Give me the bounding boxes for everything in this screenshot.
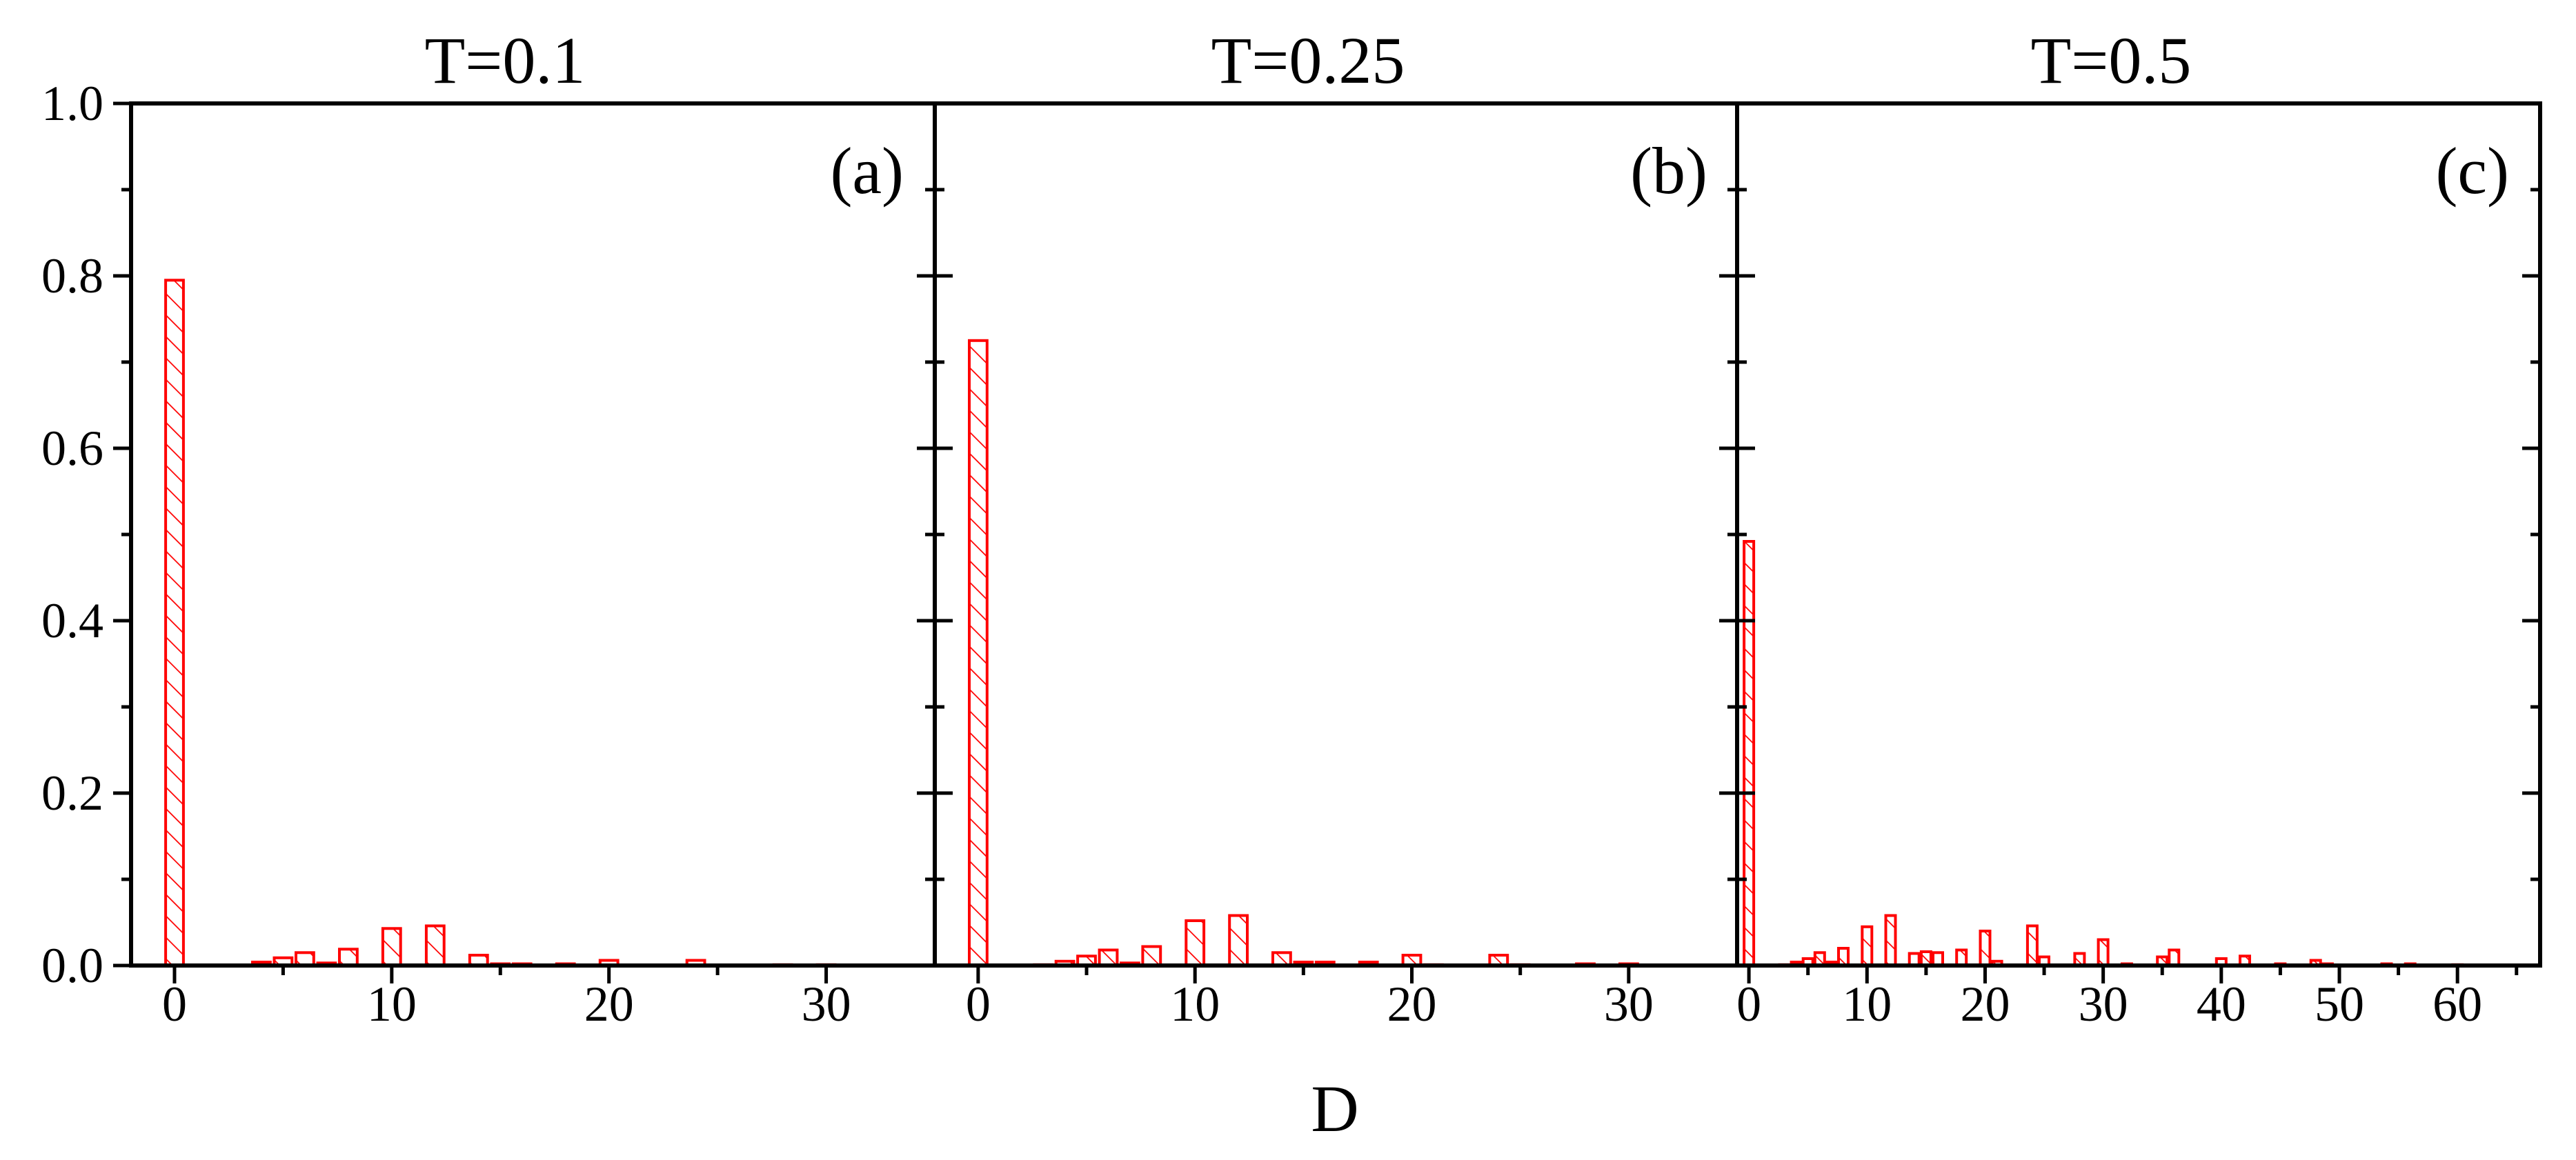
x-ticks: 0 10 20 30: [966, 966, 1654, 1032]
bars-group: [164, 279, 837, 968]
x-ticks: 0 10 20 30: [162, 966, 851, 1032]
x-axis-label: D: [1311, 1072, 1358, 1146]
bar: [968, 339, 989, 968]
y-tick-label: 0.6: [41, 421, 103, 476]
panel-label: (a): [830, 134, 904, 208]
bars-group: [968, 339, 1639, 968]
bar: [381, 927, 402, 968]
bar: [1979, 930, 1992, 967]
bar: [1743, 540, 1756, 967]
x-tick-label: 0: [1736, 977, 1761, 1032]
x-tick-label: 10: [367, 977, 417, 1032]
bar: [1955, 948, 1968, 967]
x-tick-label: 20: [1960, 977, 2010, 1032]
panel-c: T=0.5 (c) 0 10 20 30 40 50 60: [1735, 23, 2542, 1032]
x-tick-label: 10: [1170, 977, 1220, 1032]
plot-frame: [1735, 101, 2542, 968]
x-tick-label: 0: [162, 977, 187, 1032]
x-tick-label: 20: [1387, 977, 1437, 1032]
x-tick-label: 50: [2315, 977, 2364, 1032]
x-tick-label: 10: [1842, 977, 1892, 1032]
panel-title: T=0.5: [2031, 23, 2192, 97]
bar: [1185, 919, 1206, 967]
x-ticks: 0 10 20 30 40 50 60: [1736, 966, 2519, 1032]
panel-label: (b): [1630, 134, 1707, 208]
bar: [1228, 914, 1249, 967]
x-tick-label: 40: [2197, 977, 2246, 1032]
x-tick-label: 0: [966, 977, 991, 1032]
bars-group: [1743, 540, 2464, 968]
panel-title: T=0.1: [425, 23, 586, 97]
bar: [2025, 924, 2039, 967]
panel-b: T=0.25 (b) 0 10 20 30: [933, 23, 1739, 1032]
y-ticks: [113, 101, 2540, 968]
x-tick-label: 30: [802, 977, 851, 1032]
y-tick-label: 1.0: [41, 76, 103, 131]
y-tick-label: 0.4: [41, 593, 103, 648]
panel-label: (c): [2435, 134, 2509, 208]
x-tick-label: 30: [1604, 977, 1654, 1032]
bar: [1861, 925, 1874, 968]
x-tick-label: 20: [584, 977, 634, 1032]
bar: [164, 279, 185, 968]
bar: [1884, 914, 1897, 967]
bar: [2097, 938, 2110, 967]
bar: [338, 948, 359, 968]
x-tick-label: 60: [2433, 977, 2482, 1032]
plot-frame: [933, 101, 1739, 968]
bar: [1141, 945, 1162, 967]
bar: [1098, 948, 1119, 967]
y-tick-labels: 0.0 0.2 0.4 0.6 0.8 1.0: [41, 76, 103, 993]
panel-title: T=0.25: [1211, 23, 1405, 97]
bar: [1837, 947, 1850, 967]
panel-a: T=0.1 (a) 0 10 20 30: [129, 23, 937, 1032]
y-tick-label: 0.0: [41, 938, 103, 993]
plot-frame: [129, 101, 937, 968]
y-tick-label: 0.8: [41, 248, 103, 303]
bar: [424, 924, 446, 967]
bar: [2168, 948, 2181, 967]
y-tick-label: 0.2: [41, 766, 103, 821]
x-tick-label: 30: [2079, 977, 2128, 1032]
